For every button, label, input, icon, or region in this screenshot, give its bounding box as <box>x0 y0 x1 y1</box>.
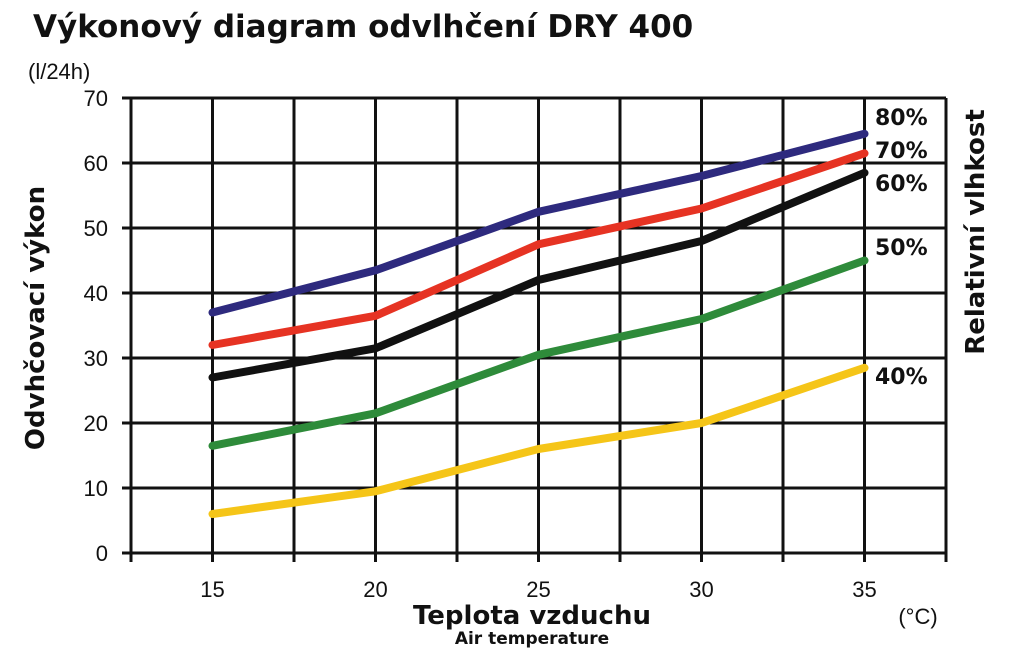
series-line-60-percent <box>208 168 869 382</box>
y-tick-label: 70 <box>84 86 108 111</box>
y-tick-label: 0 <box>96 541 108 566</box>
y-tick-labels: 0 10 20 30 40 50 60 70 <box>84 86 108 566</box>
x-axis-title: Teplota vzduchu <box>413 601 651 631</box>
series-label-40-percent: 40% <box>875 365 928 390</box>
x-axis-subtitle: Air temperature <box>455 629 609 649</box>
series-lines <box>208 129 869 518</box>
x-tick-label: 25 <box>526 577 550 602</box>
y-tick-label: 50 <box>84 216 108 241</box>
series-label-70-percent: 70% <box>875 139 928 164</box>
x-unit-label: (°C) <box>898 604 937 629</box>
series-labels: 80% 70% 60% 50% 40% <box>875 106 928 390</box>
series-label-50-percent: 50% <box>875 236 928 261</box>
series-line-50-percent <box>208 256 869 450</box>
series-line-70-percent <box>208 149 869 349</box>
right-axis-title: Relativní vlhkost <box>961 109 991 355</box>
y-tick-label: 60 <box>84 151 108 176</box>
x-tick-labels: 15 20 25 30 35 <box>200 577 876 602</box>
x-tick-label: 20 <box>363 577 387 602</box>
series-line-80-percent <box>208 129 869 317</box>
x-tick-label: 15 <box>200 577 224 602</box>
chart-title: Výkonový diagram odvlhčení DRY 400 <box>33 9 693 45</box>
x-tick-label: 35 <box>852 577 876 602</box>
y-tick-label: 30 <box>84 346 108 371</box>
y-axis-title: Odvhčovací výkon <box>21 186 51 450</box>
y-tick-label: 40 <box>84 281 108 306</box>
y-tick-label: 10 <box>84 476 108 501</box>
series-label-60-percent: 60% <box>875 172 928 197</box>
y-tick-label: 20 <box>84 411 108 436</box>
x-tick-label: 30 <box>689 577 713 602</box>
series-line-40-percent <box>208 363 869 518</box>
series-label-80-percent: 80% <box>875 106 928 131</box>
y-unit-label: (l/24h) <box>28 59 90 84</box>
